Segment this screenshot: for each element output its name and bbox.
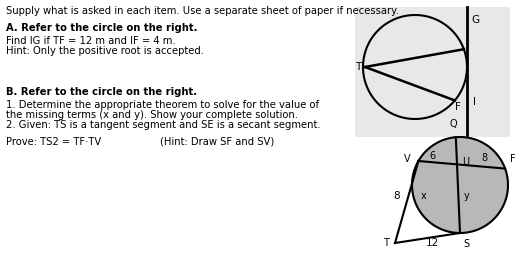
Text: (Hint: Draw SF and SV): (Hint: Draw SF and SV) xyxy=(160,137,274,147)
Text: Hint: Only the positive root is accepted.: Hint: Only the positive root is accepted… xyxy=(6,46,204,56)
Text: S: S xyxy=(463,239,469,249)
Text: y: y xyxy=(463,191,469,201)
Text: U: U xyxy=(462,157,469,167)
Text: I: I xyxy=(472,98,476,107)
Text: A. Refer to the circle on the right.: A. Refer to the circle on the right. xyxy=(6,23,197,33)
Text: B. Refer to the circle on the right.: B. Refer to the circle on the right. xyxy=(6,87,197,97)
Text: 8: 8 xyxy=(393,191,400,201)
Text: G: G xyxy=(471,15,479,25)
Text: Q: Q xyxy=(449,119,457,129)
Text: the missing terms (x and y). Show your complete solution.: the missing terms (x and y). Show your c… xyxy=(6,110,298,120)
Text: 6: 6 xyxy=(430,151,436,161)
Text: F: F xyxy=(455,103,461,112)
Circle shape xyxy=(412,137,508,233)
Text: F: F xyxy=(510,154,516,164)
Text: T: T xyxy=(355,62,361,72)
FancyBboxPatch shape xyxy=(355,7,510,137)
Text: 12: 12 xyxy=(426,238,439,248)
Text: Prove: TS2 = TF·TV: Prove: TS2 = TF·TV xyxy=(6,137,101,147)
Text: 2. Given: TS is a tangent segment and SE is a secant segment.: 2. Given: TS is a tangent segment and SE… xyxy=(6,120,321,130)
Text: T: T xyxy=(383,238,389,248)
Text: Supply what is asked in each item. Use a separate sheet of paper if necessary.: Supply what is asked in each item. Use a… xyxy=(6,6,399,16)
Text: Find IG if TF = 12 m and IF = 4 m.: Find IG if TF = 12 m and IF = 4 m. xyxy=(6,36,176,46)
Text: 8: 8 xyxy=(481,153,487,164)
Text: x: x xyxy=(421,191,427,201)
Text: V: V xyxy=(404,154,410,164)
Text: 1. Determine the appropriate theorem to solve for the value of: 1. Determine the appropriate theorem to … xyxy=(6,100,319,110)
